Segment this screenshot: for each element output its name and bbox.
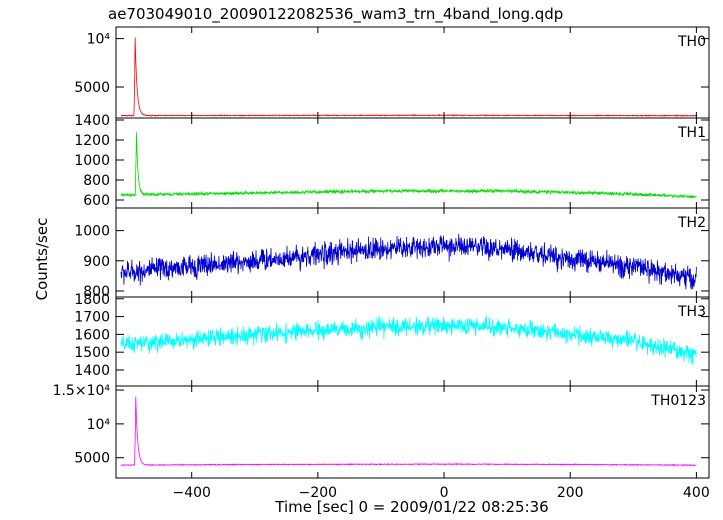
panel-label: TH0 xyxy=(677,34,706,50)
x-axis-label: Time [sec] 0 = 2009/01/22 08:25:36 xyxy=(274,498,548,516)
y-axis-label: Counts/sec xyxy=(33,218,51,301)
panel-frame xyxy=(115,385,710,479)
y-tick-label: 1000 xyxy=(74,153,110,169)
panel-th0: 5000 10⁴ TH0 xyxy=(74,26,710,119)
x-tick-label: −200 xyxy=(299,485,337,501)
series-line-th0123 xyxy=(120,396,697,467)
panel-label: TH1 xyxy=(677,125,706,141)
series-line-th0 xyxy=(120,37,697,117)
x-tick-label: 0 xyxy=(440,485,449,501)
panels-layer: 5000 10⁴ TH0 600 800 1000 1200 1400 TH1 800 900 100… xyxy=(53,26,710,479)
y-tick-label: 1200 xyxy=(74,133,110,149)
panel-label: TH2 xyxy=(677,215,706,231)
y-tick-label: 1000 xyxy=(74,224,110,240)
panel-th0123: 5000 10⁴ 1.5×10⁴ TH0123 xyxy=(53,383,710,479)
chart-title: ae703049010_20090122082536_wam3_trn_4ban… xyxy=(108,5,563,24)
y-tick-label: 900 xyxy=(83,254,110,270)
y-tick-label: 10⁴ xyxy=(87,32,111,48)
x-axis: −400 −200 0 200 400 xyxy=(172,485,709,501)
panel-frame xyxy=(115,26,710,119)
y-tick-label: 600 xyxy=(83,193,110,209)
y-tick-label: 10⁴ xyxy=(87,417,111,433)
y-tick-label: 1500 xyxy=(74,345,110,361)
x-tick-label: 200 xyxy=(557,485,584,501)
y-tick-label: 1600 xyxy=(74,327,110,343)
x-tick-label: −400 xyxy=(172,485,210,501)
y-tick-label: 1400 xyxy=(74,113,110,129)
series-line-th3 xyxy=(120,315,697,365)
panel-th1: 600 800 1000 1200 1400 TH1 xyxy=(74,113,710,209)
y-tick-label: 1400 xyxy=(74,363,110,379)
y-tick-label: 1700 xyxy=(74,310,110,326)
y-tick-label: 5000 xyxy=(74,80,110,96)
y-tick-label: 1800 xyxy=(74,292,110,308)
y-tick-label: 800 xyxy=(83,173,110,189)
panel-label: TH0123 xyxy=(650,393,706,409)
y-tick-label: 1.5×10⁴ xyxy=(53,383,111,399)
x-tick-label: 400 xyxy=(683,485,710,501)
series-line-th1 xyxy=(120,132,697,199)
panel-th2: 800 900 1000 TH2 xyxy=(74,207,710,300)
y-tick-label: 5000 xyxy=(74,451,110,467)
series-line-th2 xyxy=(120,233,697,290)
y-tick-label: 800 xyxy=(83,284,110,300)
panel-label: TH3 xyxy=(677,304,706,320)
